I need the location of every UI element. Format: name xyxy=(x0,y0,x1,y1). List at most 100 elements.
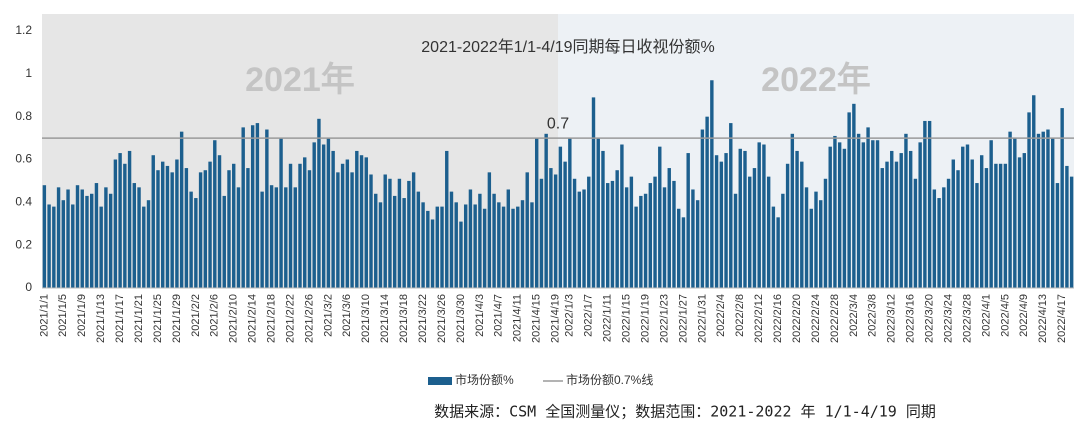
x-tick-label: 2021/2/10 xyxy=(228,294,240,343)
bar xyxy=(596,138,600,288)
x-tick-label: 2022/2/24 xyxy=(810,294,822,343)
bar xyxy=(847,112,851,288)
bar xyxy=(539,178,544,288)
bar xyxy=(132,183,137,288)
x-tick-label: 2021/3/26 xyxy=(436,294,448,343)
bar xyxy=(733,193,738,288)
bar xyxy=(643,193,648,288)
bar xyxy=(634,206,638,288)
bar xyxy=(904,133,908,288)
bar xyxy=(975,183,979,288)
bar xyxy=(653,176,657,288)
x-tick-label: 2021/3/22 xyxy=(417,294,429,343)
x-tick-label: 2021/1/21 xyxy=(133,294,145,343)
x-tick-label: 2022/1/7 xyxy=(583,294,595,337)
x-tick-label: 2021/2/26 xyxy=(303,294,315,343)
bar xyxy=(482,208,487,288)
x-tick-label: 2021/2/14 xyxy=(247,294,259,343)
source-note: 数据来源：CSM 全国测量仪；数据范围：2021-2022 年 1/1-4/19… xyxy=(434,403,936,421)
bar xyxy=(213,140,217,288)
bar xyxy=(1027,112,1031,288)
bar xyxy=(146,200,151,288)
x-tick-label: 2021/2/22 xyxy=(284,294,296,343)
bar xyxy=(809,208,813,288)
bar xyxy=(170,172,174,288)
bar xyxy=(331,150,335,288)
bar xyxy=(298,163,302,288)
bar xyxy=(828,146,832,288)
bar xyxy=(255,123,260,288)
bar xyxy=(137,187,141,288)
bar xyxy=(317,118,321,288)
bar xyxy=(766,176,771,288)
bar xyxy=(1013,138,1017,288)
bar xyxy=(748,176,752,288)
bar xyxy=(577,191,582,288)
bar xyxy=(899,153,903,288)
x-tick-label: 2022/3/28 xyxy=(961,294,973,343)
x-tick-label: 2022/2/20 xyxy=(791,294,803,343)
bar xyxy=(492,193,496,288)
bar xyxy=(890,150,894,288)
bar xyxy=(771,206,776,288)
bar xyxy=(885,161,889,288)
bar xyxy=(350,172,354,288)
legend-label: 市场份额% xyxy=(455,372,514,387)
bar xyxy=(833,135,837,288)
bar xyxy=(852,103,856,288)
y-tick-label: 1 xyxy=(25,66,32,80)
reference-label: 0.7 xyxy=(547,115,569,132)
bar xyxy=(269,185,274,288)
bar xyxy=(279,138,283,288)
bar xyxy=(814,191,818,288)
bar xyxy=(894,161,899,288)
bar xyxy=(871,140,875,288)
bar xyxy=(497,202,501,288)
bar xyxy=(743,150,747,288)
bar xyxy=(459,221,463,288)
bar xyxy=(946,178,951,288)
bar xyxy=(449,191,454,288)
bar xyxy=(1017,157,1022,288)
bar xyxy=(842,148,847,288)
bar xyxy=(42,185,47,288)
x-tick-label: 2022/4/1 xyxy=(980,294,992,337)
bar xyxy=(970,159,974,288)
bar xyxy=(374,193,378,288)
bar xyxy=(217,155,222,288)
bar xyxy=(478,193,482,288)
bar xyxy=(241,127,245,288)
y-tick-label: 0.2 xyxy=(15,237,32,251)
bar xyxy=(123,163,127,288)
bar xyxy=(161,161,165,288)
bar xyxy=(66,189,70,288)
x-tick-label: 2021/2/6 xyxy=(209,294,221,337)
bar xyxy=(951,159,955,288)
bar xyxy=(407,180,411,288)
bar xyxy=(932,189,937,288)
bar xyxy=(1032,95,1036,288)
bar xyxy=(445,150,449,288)
bar xyxy=(1003,163,1008,288)
y-tick-label: 0.4 xyxy=(15,195,32,209)
y-tick-label: 0 xyxy=(25,280,32,294)
bar xyxy=(411,172,416,288)
bar xyxy=(705,116,709,289)
bar xyxy=(336,172,340,288)
bar xyxy=(534,138,539,288)
bar xyxy=(288,163,293,288)
bar xyxy=(511,208,515,288)
bar xyxy=(47,204,51,288)
x-tick-label: 2022/2/28 xyxy=(829,294,841,343)
x-tick-label: 2022/2/16 xyxy=(772,294,784,343)
bar xyxy=(90,193,94,288)
bar xyxy=(677,208,681,288)
bar xyxy=(984,168,989,288)
bar xyxy=(232,163,236,288)
bar xyxy=(695,200,700,288)
bar xyxy=(175,159,179,288)
x-tick-label: 2021/4/19 xyxy=(550,294,562,343)
bar xyxy=(113,159,118,288)
bar xyxy=(246,168,250,288)
bar xyxy=(520,200,525,288)
